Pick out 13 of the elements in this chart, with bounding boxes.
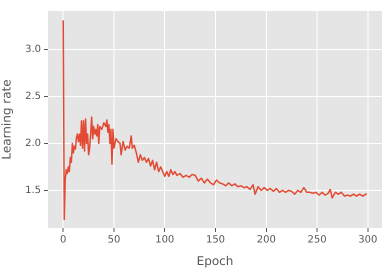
- x-tick-label: 200: [256, 234, 276, 246]
- x-tick-label: 0: [60, 234, 66, 246]
- x-tick-label: 50: [108, 234, 120, 246]
- y-tick-label: 2.0: [25, 138, 41, 150]
- y-tick-label: 2.5: [25, 91, 41, 102]
- y-tick-label: 1.5: [25, 185, 41, 196]
- x-tick-label: 250: [307, 234, 327, 246]
- x-tick-label: 150: [206, 234, 226, 246]
- x-tick-label: 100: [155, 234, 174, 246]
- x-axis-title: Epoch: [196, 254, 234, 268]
- y-tick-label: 3.0: [25, 44, 41, 56]
- y-axis-title: Learning rate: [0, 79, 14, 160]
- x-tick-label: 300: [358, 234, 378, 246]
